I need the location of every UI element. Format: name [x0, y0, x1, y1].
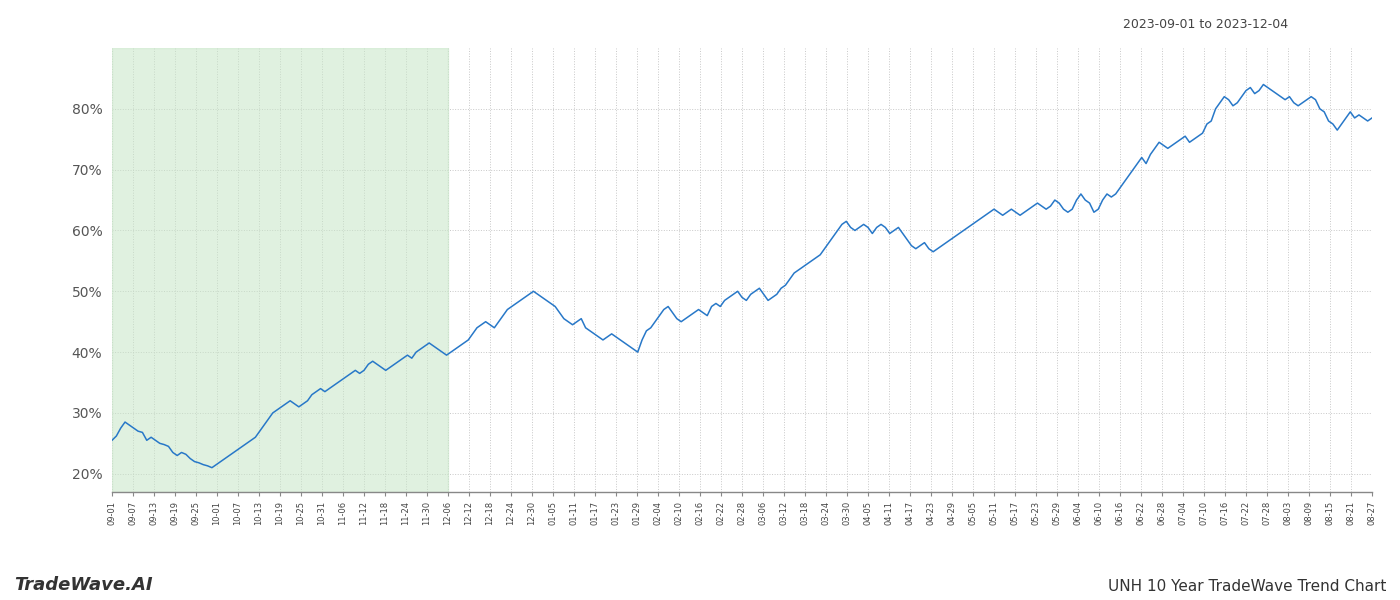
- Bar: [112, 48, 448, 492]
- Text: UNH 10 Year TradeWave Trend Chart: UNH 10 Year TradeWave Trend Chart: [1107, 579, 1386, 594]
- Text: TradeWave.AI: TradeWave.AI: [14, 576, 153, 594]
- Text: 2023-09-01 to 2023-12-04: 2023-09-01 to 2023-12-04: [1123, 18, 1288, 31]
